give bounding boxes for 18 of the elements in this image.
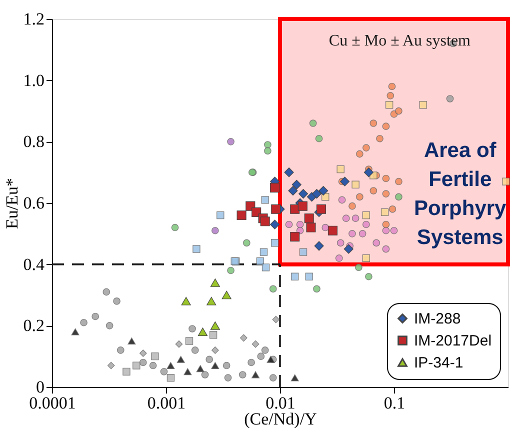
band-label: Area of Fertile Porphyry Systems <box>414 138 507 249</box>
y-tick-label: 1.2 <box>23 10 44 28</box>
x-tick-label: 0.01 <box>266 394 296 412</box>
legend-label: IM-288 <box>414 310 461 328</box>
y-tick-label: 1.0 <box>23 70 44 90</box>
y-tick-label: 0.8 <box>23 132 44 152</box>
x-tick-label: 0.1 <box>384 394 406 412</box>
x-axis-title: (Ce/Nd)/Y <box>244 410 317 428</box>
y-tick-label: 0 <box>36 378 44 396</box>
y-tick-label: 0.2 <box>23 316 44 336</box>
legend-label: IP-34-1 <box>414 354 464 372</box>
x-tick-label: 0.0001 <box>29 394 76 412</box>
y-tick-label: 0.4 <box>23 254 45 274</box>
annotation: Cu ± Mo ± Au system <box>328 32 472 50</box>
legend-label: IM-2017Del <box>414 332 492 350</box>
x-tick-label: 0.001 <box>147 394 186 412</box>
y-tick-label: 0.6 <box>23 194 44 212</box>
y-axis-title: Eu/Eu* <box>2 178 22 229</box>
